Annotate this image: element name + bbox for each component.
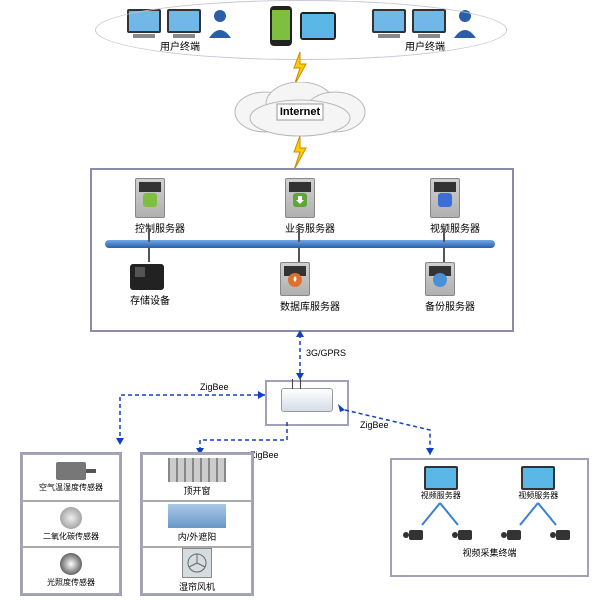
internet-cloud: Internet bbox=[225, 82, 375, 138]
server-label: 业务服务器 bbox=[285, 220, 335, 235]
window-icon bbox=[168, 458, 226, 482]
sensor-icon bbox=[56, 462, 86, 480]
bus-bar bbox=[105, 240, 495, 248]
sensor-icon bbox=[60, 553, 82, 575]
sensor-co2: 二氧化碳传感器 bbox=[22, 501, 120, 548]
backup-server: 备份服务器 bbox=[425, 262, 475, 313]
camera-icon bbox=[409, 530, 423, 540]
database-server: 数据库服务器 bbox=[280, 262, 340, 313]
actuator-fan: 湿帘风机 bbox=[142, 547, 252, 594]
camera-icon bbox=[556, 530, 570, 540]
zigbee-label: ZigBee bbox=[250, 450, 279, 460]
camera-icon bbox=[507, 530, 521, 540]
greenhouse-icon bbox=[168, 504, 226, 528]
control-server: 控制服务器 bbox=[135, 178, 185, 235]
internet-label: Internet bbox=[225, 106, 375, 118]
top-ellipse bbox=[95, 0, 507, 60]
video-server-right: 视频服务器 bbox=[518, 466, 558, 501]
video-server: 视频服务器 bbox=[430, 178, 480, 235]
sensor-air: 空气温湿度传感器 bbox=[22, 454, 120, 501]
lightning-icon bbox=[290, 52, 310, 86]
video-box: 视频服务器 视频服务器 视频采集终端 bbox=[390, 458, 589, 577]
gprs-label: 3G/GPRS bbox=[306, 348, 346, 358]
storage-device: 存储设备 bbox=[130, 264, 170, 307]
server-label: 数据库服务器 bbox=[280, 298, 340, 313]
actuator-window: 顶开窗 bbox=[142, 454, 252, 501]
zigbee-label: ZigBee bbox=[200, 382, 229, 392]
zigbee-label: ZigBee bbox=[360, 420, 389, 430]
sensor-box: 空气温湿度传感器 二氧化碳传感器 光照度传感器 bbox=[20, 452, 122, 596]
sensor-light: 光照度传感器 bbox=[22, 547, 120, 594]
server-label: 备份服务器 bbox=[425, 298, 475, 313]
video-links bbox=[392, 501, 587, 529]
server-label: 视频服务器 bbox=[430, 220, 480, 235]
fan-icon bbox=[182, 548, 212, 578]
actuator-shade: 内/外遮阳 bbox=[142, 501, 252, 548]
business-server: 业务服务器 bbox=[285, 178, 335, 235]
gateway-box bbox=[265, 380, 349, 426]
sensor-icon bbox=[60, 507, 82, 529]
lightning-icon bbox=[290, 136, 310, 170]
gateway-device-icon bbox=[281, 388, 333, 412]
video-terminal-label: 视频采集终端 bbox=[392, 546, 587, 559]
video-server-left: 视频服务器 bbox=[421, 466, 461, 501]
storage-label: 存储设备 bbox=[130, 292, 170, 307]
camera-icon bbox=[458, 530, 472, 540]
server-label: 控制服务器 bbox=[135, 220, 185, 235]
actuator-box: 顶开窗 内/外遮阳 湿帘风机 bbox=[140, 452, 254, 596]
link-arrow bbox=[294, 330, 306, 380]
